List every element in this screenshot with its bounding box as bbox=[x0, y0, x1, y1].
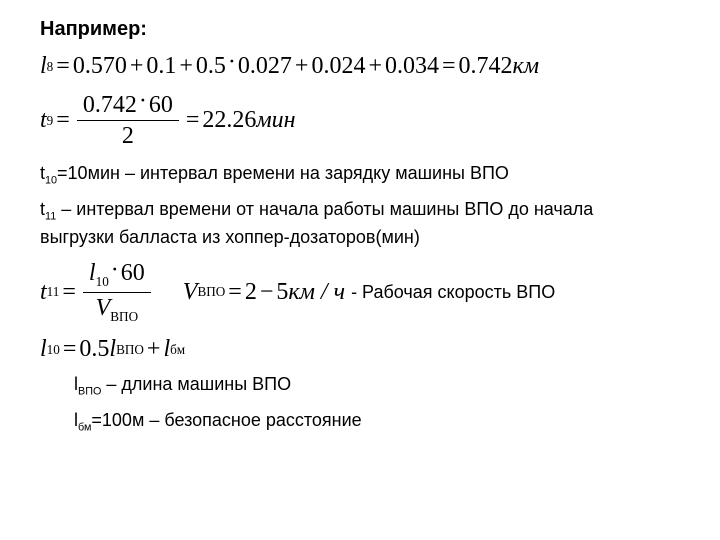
t11-definition: t11 – интервал времени от начала работы … bbox=[40, 198, 680, 224]
result-l8: 0.742 bbox=[459, 53, 513, 80]
slide-content: Например: l8 = 0.570+ 0.1+ 0.5· 0.027+ 0… bbox=[0, 0, 720, 465]
term-4: 0.024 bbox=[311, 53, 365, 80]
equation-vvpo: VВПО = 2−5км / ч - Рабочая скорость ВПО bbox=[183, 279, 555, 306]
term-1: 0.1 bbox=[146, 53, 176, 80]
fraction-t9: 0.742·60 2 bbox=[77, 90, 179, 152]
term-2: 0.5 bbox=[196, 53, 226, 80]
unit-km: км bbox=[513, 53, 540, 80]
equation-l10: l10 = 0.5lВПО + lбм bbox=[40, 336, 680, 363]
t11-definition-line2: выгрузки балласта из хоппер-дозаторов(ми… bbox=[40, 226, 680, 249]
equation-l8: l8 = 0.570+ 0.1+ 0.5· 0.027+ 0.024+ 0.03… bbox=[40, 53, 680, 80]
def-lbm: lбм=100м – безопасное расстояние bbox=[40, 409, 680, 435]
equation-t9: t9 = 0.742·60 2 = 22.26мин bbox=[40, 90, 680, 152]
def-lvpo: lВПО – длина машины ВПО bbox=[40, 373, 680, 399]
sub-9: 9 bbox=[47, 113, 54, 129]
equation-row: t11 = l10·60 VВПО VВПО = 2−5км / ч - Раб… bbox=[40, 258, 680, 326]
var-t: t bbox=[40, 107, 47, 134]
result-t9: 22.26 bbox=[202, 107, 256, 134]
unit-min: мин bbox=[256, 107, 295, 134]
sub-8: 8 bbox=[47, 59, 54, 75]
term-5: 0.034 bbox=[385, 53, 439, 80]
term-3: 0.027 bbox=[238, 53, 292, 80]
var-l: l bbox=[40, 53, 47, 80]
slide-title: Например: bbox=[40, 18, 680, 41]
term-0: 0.570 bbox=[73, 53, 127, 80]
equation-t11: t11 = l10·60 VВПО bbox=[40, 258, 155, 326]
t10-definition: t10=10мин – интервал времени на зарядку … bbox=[40, 162, 680, 188]
fraction-t11: l10·60 VВПО bbox=[83, 258, 151, 326]
vvpo-comment: - Рабочая скорость ВПО bbox=[351, 282, 555, 303]
